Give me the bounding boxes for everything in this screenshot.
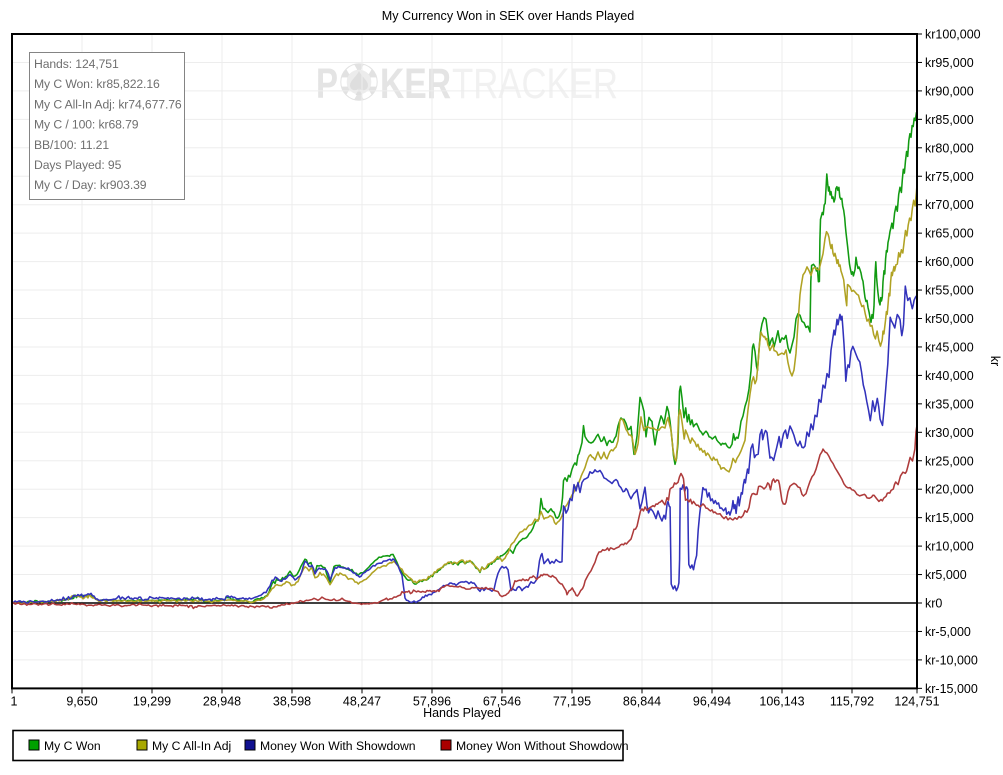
svg-text:BB/100: 11.21: BB/100: 11.21	[34, 138, 109, 152]
svg-text:Hands Played: Hands Played	[423, 706, 501, 720]
svg-text:kr25,000: kr25,000	[925, 454, 974, 468]
svg-text:115,792: 115,792	[830, 694, 874, 708]
svg-text:My C Won: My C Won	[44, 739, 101, 753]
svg-text:Money Won With Showdown: Money Won With Showdown	[260, 739, 416, 753]
svg-text:kr65,000: kr65,000	[925, 227, 974, 241]
svg-text:kr40,000: kr40,000	[925, 369, 974, 383]
svg-text:kr100,000: kr100,000	[925, 28, 981, 42]
svg-text:kr50,000: kr50,000	[925, 312, 974, 326]
svg-text:38,598: 38,598	[273, 694, 311, 708]
svg-text:My C / Day: kr903.39: My C / Day: kr903.39	[34, 178, 147, 192]
svg-text:TRACKER: TRACKER	[452, 61, 618, 108]
svg-text:67,546: 67,546	[483, 694, 521, 708]
svg-text:kr0: kr0	[925, 597, 942, 611]
svg-text:kr30,000: kr30,000	[925, 426, 974, 440]
svg-text:106,143: 106,143	[759, 694, 804, 708]
svg-text:77,195: 77,195	[553, 694, 591, 708]
svg-text:My Currency Won in SEK over Ha: My Currency Won in SEK over Hands Played	[382, 9, 634, 23]
svg-text:KER: KER	[380, 61, 451, 108]
svg-text:9,650: 9,650	[66, 694, 97, 708]
svg-text:My C All-In Adj: My C All-In Adj	[152, 739, 231, 753]
svg-text:kr-15,000: kr-15,000	[925, 682, 978, 696]
svg-text:kr70,000: kr70,000	[925, 198, 974, 212]
svg-text:My C All-In Adj: kr74,677.76: My C All-In Adj: kr74,677.76	[34, 97, 182, 111]
svg-text:kr20,000: kr20,000	[925, 483, 974, 497]
svg-text:Days Played: 95: Days Played: 95	[34, 158, 122, 172]
svg-text:kr-5,000: kr-5,000	[925, 625, 971, 639]
svg-text:My C / 100: kr68.79: My C / 100: kr68.79	[34, 118, 139, 132]
svg-text:Hands: 124,751: Hands: 124,751	[34, 57, 119, 71]
svg-text:P: P	[316, 61, 338, 108]
svg-text:kr55,000: kr55,000	[925, 284, 974, 298]
svg-text:kr: kr	[988, 356, 1002, 366]
svg-text:kr10,000: kr10,000	[925, 540, 974, 554]
svg-text:28,948: 28,948	[203, 694, 241, 708]
svg-text:96,494: 96,494	[693, 694, 731, 708]
svg-text:kr-10,000: kr-10,000	[925, 653, 978, 667]
svg-text:86,844: 86,844	[623, 694, 661, 708]
svg-text:My C Won: kr85,822.16: My C Won: kr85,822.16	[34, 77, 160, 91]
svg-text:kr35,000: kr35,000	[925, 397, 974, 411]
svg-text:kr85,000: kr85,000	[925, 113, 974, 127]
svg-text:kr80,000: kr80,000	[925, 141, 974, 155]
svg-text:124,751: 124,751	[894, 694, 939, 708]
svg-text:57,896: 57,896	[413, 694, 451, 708]
svg-text:1: 1	[11, 694, 18, 708]
svg-text:kr90,000: kr90,000	[925, 84, 974, 98]
svg-text:kr60,000: kr60,000	[925, 255, 974, 269]
svg-text:kr75,000: kr75,000	[925, 170, 974, 184]
svg-text:kr5,000: kr5,000	[925, 568, 967, 582]
svg-text:19,299: 19,299	[133, 694, 171, 708]
svg-text:kr15,000: kr15,000	[925, 511, 974, 525]
svg-text:Money Won Without Showdown: Money Won Without Showdown	[456, 739, 629, 753]
svg-text:48,247: 48,247	[343, 694, 381, 708]
svg-text:kr45,000: kr45,000	[925, 340, 974, 354]
svg-text:kr95,000: kr95,000	[925, 56, 974, 70]
